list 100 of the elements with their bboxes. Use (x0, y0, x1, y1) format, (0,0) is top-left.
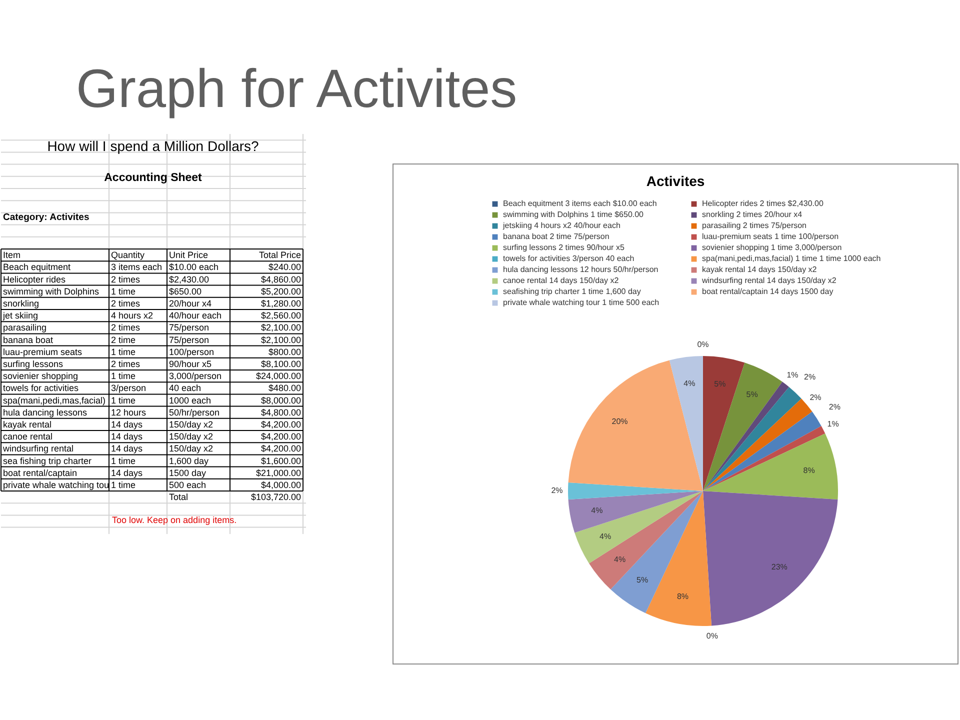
legend-label: Helicopter rides 2 times $2,430.00 (702, 199, 824, 208)
data-label: 8% (676, 592, 689, 602)
text: Unit Price (169, 250, 208, 260)
pie-slice (703, 356, 745, 491)
legend-label: parasailing 2 times 75/person (702, 221, 807, 230)
data-label: 5% (746, 390, 758, 399)
legend-label: canoe rental 14 days 150/day x2 (503, 276, 620, 285)
text: $4,800.00 (260, 407, 301, 418)
text: 2 times (111, 298, 141, 308)
text: 14 days (111, 419, 144, 430)
legend-label: snorkling 2 times 20/hour x4 (702, 210, 803, 219)
text: parasailing (3, 322, 47, 333)
pie-slice (703, 491, 838, 626)
text: $2,100.00 (260, 322, 301, 333)
text: 75/person (169, 322, 210, 333)
data-label: 2% (551, 486, 563, 495)
text: 1,600 day (169, 456, 210, 466)
text: Category: Activites (3, 212, 90, 223)
pie-slice (669, 356, 703, 491)
text: 100/person (169, 346, 214, 357)
text: 2 times (111, 358, 141, 369)
text: $8,000.00 (260, 395, 301, 406)
text: snorkling (3, 298, 40, 308)
pie-slice (703, 412, 822, 491)
legend-label: luau-premium seats 1 time 100/person (702, 232, 839, 241)
text: kayak rental (3, 419, 52, 430)
text: Beach equitment (3, 262, 72, 272)
text: Too low. Keep on adding items. (112, 515, 237, 525)
text: 50/hr/person (169, 407, 220, 418)
text: $5,200.00 (260, 286, 301, 296)
data-label: 1% (827, 420, 839, 429)
text: 40 each (169, 383, 202, 394)
text: jet skiing (2, 310, 38, 321)
text: $4,200.00 (260, 419, 301, 430)
text: 40/hour each (169, 310, 222, 321)
text: sovienier shopping (3, 371, 78, 382)
legend-label: spa(mani,pedi,mas,facial) 1 time 1 time 1000 each (702, 254, 881, 263)
text: 0% (697, 340, 709, 349)
legend-label: boat rental/captain 14 days 1500 day (702, 287, 834, 296)
text: 2 time (111, 334, 136, 345)
data-label: 4% (591, 506, 603, 516)
data-label: 4% (599, 532, 612, 541)
data-label: 2% (810, 392, 822, 402)
text: 150/day x2 (169, 444, 214, 454)
pie-slice (703, 398, 812, 491)
pie-slice (703, 382, 790, 491)
text: Quantity (111, 250, 146, 260)
text: 14 days (111, 432, 144, 442)
text: $650.00 (169, 286, 202, 296)
text: hula dancing lessons (3, 407, 88, 418)
legend-label: swimming with Dolphins 1 time $650.00 (503, 210, 644, 219)
text: 4 hours x2 (111, 310, 154, 321)
pie-slice (574, 491, 703, 564)
text: 2 times (111, 274, 141, 284)
text: Item (3, 250, 21, 260)
text: 12 hours (111, 407, 147, 418)
text: $4,860.00 (260, 274, 301, 284)
legend-label: towels for activities 3/person 40 each (503, 254, 634, 263)
legend-label: kayak rental 14 days 150/day x2 (702, 265, 818, 274)
data-label: 5% (636, 575, 648, 584)
text: 500 each (169, 480, 206, 490)
text: Total Price (258, 250, 301, 260)
text: canoe rental (3, 432, 53, 442)
chart-title: Activites (646, 173, 705, 189)
text: 1 time (111, 395, 136, 406)
text: luau-premium seats (3, 346, 83, 357)
text: boat rental/captain (3, 468, 78, 478)
pie-slice (568, 491, 703, 533)
data-label: 1% (786, 370, 798, 380)
text: Graph for Activites (76, 59, 518, 119)
text: $800.00 (268, 346, 301, 357)
text: 3 items each (111, 262, 162, 272)
text: $1,280.00 (260, 298, 301, 308)
legend-label: jetskiing 4 hours x2 40/hour each (502, 221, 620, 230)
text: banana boat (3, 334, 54, 345)
legend-label: windsurfing rental 14 days 150/day x2 (701, 276, 837, 285)
data-label: 4% (614, 554, 626, 564)
text: private whale watching tou (3, 480, 110, 490)
data-label: 20% (612, 417, 628, 426)
data-label: 2% (804, 372, 816, 382)
text: 14 days (111, 468, 144, 478)
text: spa(mani,pedi,mas,facial) (3, 395, 106, 406)
legend-label: seafishing trip charter 1 time 1,600 day (503, 287, 641, 296)
text: surfing lessons (3, 358, 64, 369)
text: 1500 day (169, 468, 207, 478)
text: 20/hour x4 (169, 298, 212, 308)
text: 1 time (111, 346, 136, 357)
data-label: 5% (714, 379, 726, 388)
text: Total (169, 492, 188, 502)
text: $103,720.00 (250, 492, 301, 502)
data-label: 23% (771, 562, 788, 572)
text: 3/person (111, 383, 146, 394)
pie-slice (703, 362, 782, 491)
text: $1,600.00 (260, 456, 301, 466)
text: 1 time (111, 286, 136, 296)
legend-label: private whale watching tour 1 time 500 each (503, 298, 660, 307)
text: 1 time (111, 480, 136, 490)
legend-label: hula dancing lessons 12 hours 50/hr/person (503, 265, 658, 274)
text: $10.00 each (169, 262, 219, 272)
text: $8,100.00 (260, 358, 301, 369)
